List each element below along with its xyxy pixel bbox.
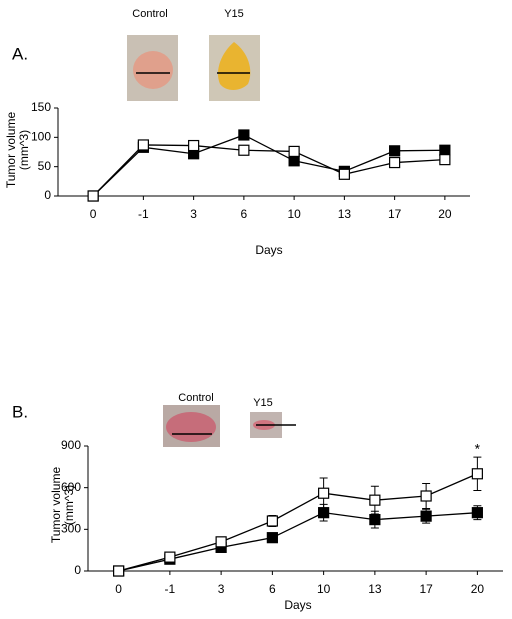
x-tick-label: 13 bbox=[338, 207, 352, 221]
x-tick-label: 6 bbox=[269, 582, 276, 596]
marker bbox=[238, 144, 250, 156]
x-tick-label: -1 bbox=[165, 582, 176, 596]
image-label: Control bbox=[178, 392, 213, 404]
x-tick-label: 0 bbox=[115, 582, 122, 596]
marker bbox=[288, 145, 300, 158]
marker bbox=[288, 155, 300, 167]
marker bbox=[439, 144, 451, 156]
x-tick-label: 20 bbox=[471, 582, 485, 596]
marker bbox=[164, 551, 176, 563]
y-tick-label: 100 bbox=[31, 130, 51, 144]
x-tick-label: 3 bbox=[218, 582, 225, 596]
marker bbox=[266, 532, 278, 544]
x-tick-label: 10 bbox=[317, 582, 331, 596]
image-label: Y15 bbox=[253, 397, 273, 409]
marker bbox=[188, 139, 200, 152]
marker bbox=[318, 487, 330, 499]
y-tick-label: 0 bbox=[74, 563, 81, 577]
marker bbox=[389, 145, 401, 157]
annotation: * bbox=[475, 441, 481, 457]
marker bbox=[471, 468, 483, 480]
y-tick-label: 150 bbox=[31, 100, 51, 114]
marker bbox=[215, 536, 227, 548]
y-tick-label: 300 bbox=[61, 522, 81, 536]
marker bbox=[471, 507, 483, 519]
marker bbox=[389, 156, 401, 169]
series-line bbox=[92, 144, 445, 197]
x-tick-label: 13 bbox=[368, 582, 382, 596]
panel-label: A. bbox=[12, 44, 28, 63]
tumor-control-a bbox=[133, 51, 173, 89]
marker bbox=[369, 494, 381, 506]
marker bbox=[137, 139, 149, 151]
image-label: Y15 bbox=[224, 8, 244, 20]
y-axis-label: (mm^3) bbox=[17, 130, 31, 170]
panel-label: B. bbox=[12, 402, 28, 421]
marker bbox=[113, 565, 125, 577]
y-axis-label: Tumor volume bbox=[49, 467, 63, 544]
marker bbox=[266, 515, 278, 527]
y-axis-label: (mm^3) bbox=[62, 485, 76, 525]
y-tick-label: 600 bbox=[61, 480, 81, 494]
x-tick-label: -1 bbox=[138, 207, 149, 221]
marker bbox=[439, 154, 451, 166]
marker bbox=[338, 168, 350, 180]
image-label: Control bbox=[132, 8, 167, 20]
y-tick-label: 50 bbox=[38, 159, 52, 173]
y-tick-label: 900 bbox=[61, 438, 81, 452]
tumor-control-b bbox=[166, 412, 216, 442]
x-tick-label: 6 bbox=[241, 207, 248, 221]
marker bbox=[369, 514, 381, 526]
marker bbox=[318, 507, 330, 519]
marker bbox=[420, 510, 432, 522]
x-tick-label: 20 bbox=[438, 207, 452, 221]
marker bbox=[238, 129, 250, 141]
marker bbox=[420, 490, 432, 502]
x-tick-label: 17 bbox=[388, 207, 402, 221]
x-tick-label: 17 bbox=[419, 582, 433, 596]
series-line bbox=[118, 511, 478, 572]
x-tick-label: 10 bbox=[287, 207, 301, 221]
series-line bbox=[118, 473, 478, 572]
x-axis-label: Days bbox=[284, 598, 311, 612]
y-tick-label: 0 bbox=[44, 188, 51, 202]
marker bbox=[87, 190, 99, 202]
y-axis-label: Tumor volume bbox=[4, 112, 18, 189]
x-tick-label: 3 bbox=[190, 207, 197, 221]
tumor-y15-a bbox=[217, 42, 251, 90]
series-line bbox=[92, 134, 445, 197]
x-tick-label: 0 bbox=[90, 207, 97, 221]
x-axis-label: Days bbox=[255, 243, 282, 257]
